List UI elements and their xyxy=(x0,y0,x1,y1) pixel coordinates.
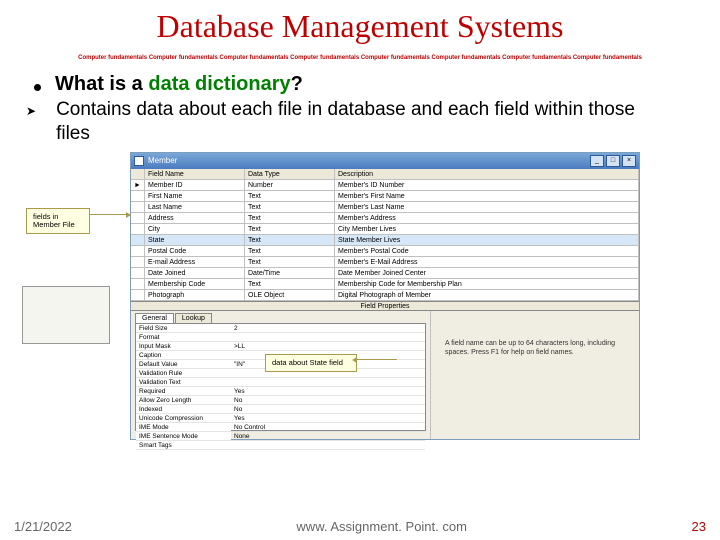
screenshot-figure: fields in Member File Member _ □ × Field… xyxy=(120,152,650,442)
tab-general[interactable]: General xyxy=(135,313,174,323)
arrow-icon xyxy=(90,214,130,215)
property-row[interactable]: IME Sentence ModeNone xyxy=(136,432,425,441)
app-icon xyxy=(134,156,144,166)
table-row[interactable]: Postal CodeTextMember's Postal Code xyxy=(131,246,639,257)
callout-fields: fields in Member File xyxy=(26,208,90,235)
bullet-post: ? xyxy=(291,73,303,95)
property-row[interactable]: Smart Tags xyxy=(136,441,425,450)
table-row[interactable]: PhotographOLE ObjectDigital Photograph o… xyxy=(131,290,639,301)
main-bullet: What is a data dictionary? xyxy=(34,73,720,96)
property-row[interactable]: Field Size2 xyxy=(136,324,425,333)
close-button[interactable]: × xyxy=(622,155,636,167)
ribbon-text: Computer fundamentals Computer fundament… xyxy=(0,49,720,67)
window-title: Member xyxy=(148,156,177,165)
table-row[interactable]: CityTextCity Member Lives xyxy=(131,224,639,235)
table-row[interactable]: Date JoinedDate/TimeDate Member Joined C… xyxy=(131,268,639,279)
minimize-button[interactable]: _ xyxy=(590,155,604,167)
table-row[interactable]: StateTextState Member Lives xyxy=(131,235,639,246)
slide-title: Database Management Systems xyxy=(0,0,720,49)
callout-state: data about State field xyxy=(265,354,357,372)
grid-header: Field Name Data Type Description xyxy=(131,169,639,180)
arrow-icon xyxy=(357,359,397,360)
footer-url: www. Assignment. Point. com xyxy=(296,519,467,534)
table-row[interactable]: AddressTextMember's Address xyxy=(131,213,639,224)
table-row[interactable]: Last NameTextMember's Last Name xyxy=(131,202,639,213)
sub-bullet: ➤ Contains data about each file in datab… xyxy=(26,98,720,146)
property-row[interactable]: IndexedNo xyxy=(136,405,425,414)
table-row[interactable]: ►Member IDNumberMember's ID Number xyxy=(131,180,639,191)
table-row[interactable]: Membership CodeTextMembership Code for M… xyxy=(131,279,639,290)
property-row[interactable]: Validation Text xyxy=(136,378,425,387)
tab-lookup[interactable]: Lookup xyxy=(175,313,212,323)
side-panel xyxy=(22,286,110,344)
titlebar: Member _ □ × xyxy=(131,153,639,169)
property-row[interactable]: Unicode CompressionYes xyxy=(136,414,425,423)
sub-text: Contains data about each file in databas… xyxy=(56,98,646,146)
table-row[interactable]: E-mail AddressTextMember's E-Mail Addres… xyxy=(131,257,639,268)
bullet-pre: What is a xyxy=(55,73,148,95)
field-properties-label: Field Properties xyxy=(131,301,639,311)
footer-date: 1/21/2022 xyxy=(14,519,72,534)
property-row[interactable]: IME ModeNo Control xyxy=(136,423,425,432)
property-row[interactable]: Input Mask>LL xyxy=(136,342,425,351)
bullet-em: data dictionary xyxy=(148,73,290,95)
page-number: 23 xyxy=(692,519,706,534)
db-window: Member _ □ × Field Name Data Type Descri… xyxy=(130,152,640,440)
chevron-icon: ➤ xyxy=(26,104,36,118)
table-row[interactable]: First NameTextMember's First Name xyxy=(131,191,639,202)
bullet-icon xyxy=(34,84,41,91)
footer: 1/21/2022 www. Assignment. Point. com 23 xyxy=(0,519,720,534)
maximize-button[interactable]: □ xyxy=(606,155,620,167)
hint-text: A field name can be up to 64 characters … xyxy=(431,311,639,439)
property-row[interactable]: Format xyxy=(136,333,425,342)
property-row[interactable]: Allow Zero LengthNo xyxy=(136,396,425,405)
property-row[interactable]: RequiredYes xyxy=(136,387,425,396)
